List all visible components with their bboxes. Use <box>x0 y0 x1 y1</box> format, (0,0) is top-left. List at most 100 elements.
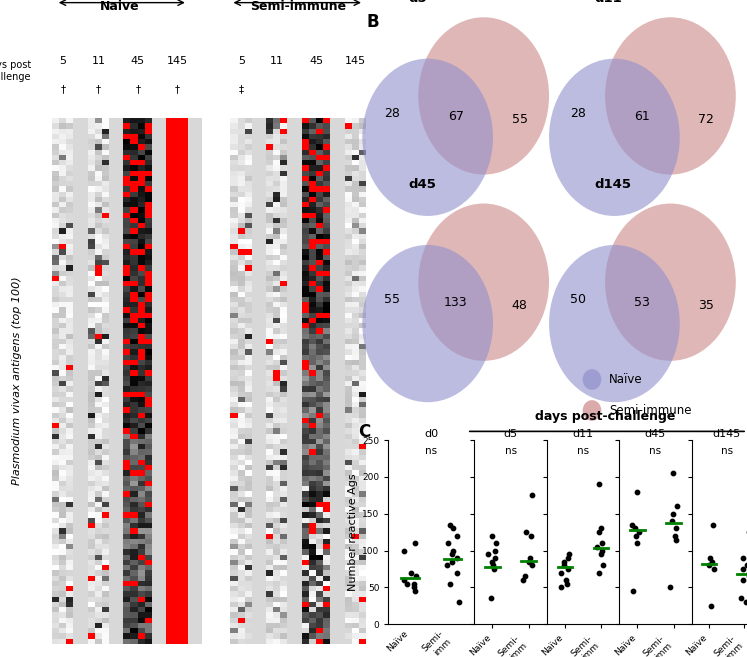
Text: days post
challenge: days post challenge <box>0 60 31 82</box>
Point <box>667 468 679 478</box>
Point <box>555 568 567 578</box>
Point <box>557 556 569 567</box>
Title: d11: d11 <box>572 430 594 440</box>
Text: 145: 145 <box>167 56 187 66</box>
Ellipse shape <box>362 58 493 216</box>
Text: 11: 11 <box>92 56 105 66</box>
Point <box>703 560 715 570</box>
Point <box>517 575 529 585</box>
Point <box>524 553 536 563</box>
Text: Semi-immune: Semi-immune <box>250 0 347 13</box>
Point <box>489 545 500 556</box>
Point <box>560 575 571 585</box>
Text: 55: 55 <box>384 294 400 306</box>
Point <box>707 564 719 574</box>
Title: d45: d45 <box>645 430 666 440</box>
Circle shape <box>583 400 601 421</box>
Point <box>447 545 459 556</box>
Point <box>592 527 604 537</box>
Text: days post-challenge: days post-challenge <box>535 410 675 422</box>
Point <box>596 545 608 556</box>
Text: 28: 28 <box>571 107 586 120</box>
Text: Naïve: Naïve <box>609 373 642 386</box>
Point <box>409 571 421 581</box>
Point <box>397 545 409 556</box>
Point <box>626 520 638 530</box>
Text: ‡: ‡ <box>239 85 244 95</box>
Point <box>523 556 535 567</box>
Text: 67: 67 <box>447 110 464 123</box>
Point <box>627 586 639 597</box>
Point <box>743 527 747 537</box>
Point <box>557 560 569 570</box>
Point <box>595 549 607 560</box>
Point <box>669 531 681 541</box>
Point <box>524 531 536 541</box>
Text: 145: 145 <box>345 56 366 66</box>
Point <box>707 520 719 530</box>
Text: 55: 55 <box>512 113 527 126</box>
Y-axis label: Number reactive Ags: Number reactive Ags <box>348 473 358 591</box>
Text: B: B <box>366 13 379 31</box>
Point <box>453 597 465 607</box>
Point <box>444 520 456 530</box>
Point <box>446 549 458 560</box>
Point <box>520 527 532 537</box>
Text: C: C <box>359 422 371 441</box>
Text: †: † <box>135 85 140 95</box>
Point <box>446 556 458 567</box>
Text: 61: 61 <box>634 110 651 123</box>
Text: 50: 50 <box>571 294 586 306</box>
Text: 133: 133 <box>444 296 468 309</box>
Point <box>489 553 500 563</box>
Ellipse shape <box>605 17 736 175</box>
Text: d45: d45 <box>408 178 436 191</box>
Ellipse shape <box>549 245 680 402</box>
Point <box>527 560 539 570</box>
Point <box>408 578 420 589</box>
Point <box>409 586 421 597</box>
Point <box>595 523 607 533</box>
Point <box>444 578 456 589</box>
Text: †: † <box>96 85 101 95</box>
Point <box>485 593 497 604</box>
Point <box>487 560 499 570</box>
Point <box>735 593 747 604</box>
Point <box>743 568 747 578</box>
Text: 72: 72 <box>698 113 714 126</box>
Text: 53: 53 <box>634 296 651 309</box>
Point <box>669 534 681 545</box>
Text: 28: 28 <box>384 107 400 120</box>
Point <box>598 560 610 570</box>
Ellipse shape <box>549 58 680 216</box>
Text: ns: ns <box>649 445 662 456</box>
Text: ns: ns <box>504 445 517 456</box>
Text: 45: 45 <box>131 56 145 66</box>
Point <box>671 501 683 512</box>
Ellipse shape <box>605 204 736 361</box>
Text: d11: d11 <box>595 0 622 5</box>
Point <box>560 578 572 589</box>
Point <box>451 568 463 578</box>
Text: ns: ns <box>721 445 733 456</box>
Point <box>486 556 498 567</box>
Point <box>527 490 539 501</box>
Point <box>630 531 642 541</box>
Text: ns: ns <box>425 445 438 456</box>
Point <box>737 575 747 585</box>
Text: 48: 48 <box>512 300 527 312</box>
Point <box>562 564 574 574</box>
Point <box>442 538 454 549</box>
Point <box>490 538 502 549</box>
Point <box>409 582 421 593</box>
Point <box>591 541 603 552</box>
Circle shape <box>583 369 601 390</box>
Text: †: † <box>175 85 179 95</box>
Point <box>593 568 605 578</box>
Point <box>563 549 575 560</box>
Point <box>451 531 463 541</box>
Text: Plasmodium vivax antigens (top 100): Plasmodium vivax antigens (top 100) <box>12 277 22 486</box>
Point <box>666 516 678 526</box>
Ellipse shape <box>418 17 549 175</box>
Point <box>740 597 747 607</box>
